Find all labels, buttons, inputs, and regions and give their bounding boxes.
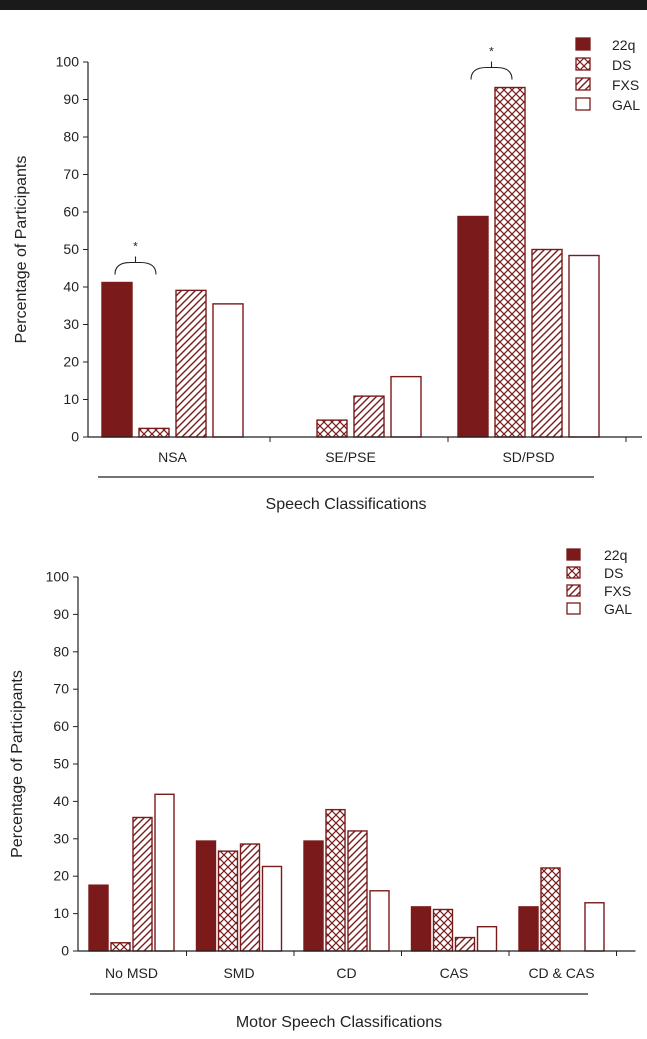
y-tick-label: 100	[56, 54, 80, 70]
legend-swatch-gal	[575, 97, 591, 111]
legend-label-gal: GAL	[612, 97, 640, 113]
bar-nsa-gal	[212, 303, 244, 438]
y-axis-title: Percentage of Participants	[13, 156, 30, 344]
bar-cas-gal	[476, 925, 498, 952]
bar-cd-22q	[303, 840, 324, 952]
y-tick-label: 70	[53, 681, 69, 697]
bar-sd-psd-ds	[494, 86, 526, 438]
y-tick-label: 90	[53, 606, 69, 622]
y-tick-label: 20	[63, 354, 79, 370]
bar-smd-22q	[195, 840, 217, 952]
bar-smd-gal	[261, 865, 283, 952]
y-tick-label: 60	[63, 204, 79, 220]
bar-sd-psd-gal	[568, 254, 600, 438]
significance-bracket	[470, 61, 513, 80]
category-label-se-pse: SE/PSE	[325, 449, 376, 465]
category-label-cas: CAS	[440, 965, 469, 981]
bar-se-pse-fxs	[353, 395, 385, 438]
legend-swatch-fxs	[566, 584, 581, 597]
significance-star: *	[133, 240, 138, 254]
legend-label-ds: DS	[604, 565, 623, 581]
x-axis-title: Motor Speech Classifications	[236, 1014, 442, 1031]
bar-no-msd-ds	[110, 942, 131, 952]
x-axis-title: Speech Classifications	[266, 496, 427, 513]
bar-cd-cas-22q	[518, 906, 539, 952]
y-tick-label: 80	[53, 643, 69, 659]
y-tick-label: 0	[61, 943, 69, 959]
category-label-smd: SMD	[223, 965, 254, 981]
legend-label-ds: DS	[612, 57, 631, 73]
significance-star: *	[489, 45, 494, 59]
bar-cas-ds	[432, 908, 454, 952]
y-tick-label: 100	[46, 569, 70, 585]
y-tick-label: 50	[53, 756, 69, 772]
bar-nsa-fxs	[175, 289, 207, 438]
y-tick-label: 0	[71, 429, 79, 445]
y-tick-label: 50	[63, 241, 79, 257]
legend-label-gal: GAL	[604, 601, 632, 617]
legend-swatch-gal	[566, 602, 581, 615]
y-tick-label: 90	[63, 91, 79, 107]
legend-label-22q: 22q	[612, 37, 635, 53]
y-tick-label: 10	[53, 905, 69, 921]
significance-bracket	[114, 256, 157, 275]
bar-cas-22q	[410, 906, 432, 952]
legend-swatch-fxs	[575, 77, 591, 91]
speech-classifications-chart: 0 10 20 30 40 50 60 70 80 90 100 NSA SE/PSE SD/PSD Spe…	[13, 37, 642, 513]
legend-swatch-ds	[566, 566, 581, 579]
bar-sd-psd-22q	[457, 215, 489, 438]
y-axis-title: Percentage of Participants	[9, 670, 26, 858]
category-label-no-msd: No MSD	[105, 965, 158, 981]
legend-swatch-22q	[566, 548, 581, 561]
bar-se-pse-ds	[316, 419, 348, 438]
bar-smd-fxs	[239, 843, 261, 952]
bar-nsa-ds	[138, 427, 170, 438]
y-tick-label: 30	[63, 316, 79, 332]
bar-cd-fxs	[347, 830, 368, 952]
y-tick-label: 10	[63, 391, 79, 407]
bar-no-msd-fxs	[132, 816, 153, 952]
y-tick-label: 30	[53, 830, 69, 846]
y-tick-label: 40	[63, 279, 79, 295]
bar-sd-psd-fxs	[531, 248, 563, 438]
legend-swatch-22q	[575, 37, 591, 51]
bar-cd-cas-gal	[584, 902, 605, 952]
bar-nsa-22q	[101, 281, 133, 438]
bar-cas-fxs	[454, 936, 476, 952]
y-tick-label: 40	[53, 793, 69, 809]
bar-no-msd-22q	[88, 884, 109, 952]
bar-se-pse-gal	[390, 375, 422, 438]
legend-label-22q: 22q	[604, 547, 627, 563]
bar-no-msd-gal	[154, 793, 175, 952]
motor-speech-classifications-chart: 0 10 20 30 40 50 60 70 80 90 100 No MSD SMD CD CAS CD &…	[9, 547, 636, 1031]
bar-cd-gal	[369, 890, 390, 952]
bar-cd-cas-ds	[540, 867, 561, 952]
bar-cd-ds	[325, 808, 346, 952]
category-label-cd-cas: CD & CAS	[528, 965, 594, 981]
category-label-cd: CD	[336, 965, 356, 981]
category-label-sd-psd: SD/PSD	[502, 449, 554, 465]
category-label-nsa: NSA	[158, 449, 187, 465]
y-tick-label: 80	[63, 129, 79, 145]
legend-label-fxs: FXS	[604, 583, 631, 599]
y-tick-label: 70	[63, 166, 79, 182]
legend-label-fxs: FXS	[612, 77, 639, 93]
y-tick-label: 20	[53, 868, 69, 884]
bar-smd-ds	[217, 850, 239, 952]
y-tick-label: 60	[53, 718, 69, 734]
legend-swatch-ds	[575, 57, 591, 71]
top-bar	[0, 0, 647, 10]
